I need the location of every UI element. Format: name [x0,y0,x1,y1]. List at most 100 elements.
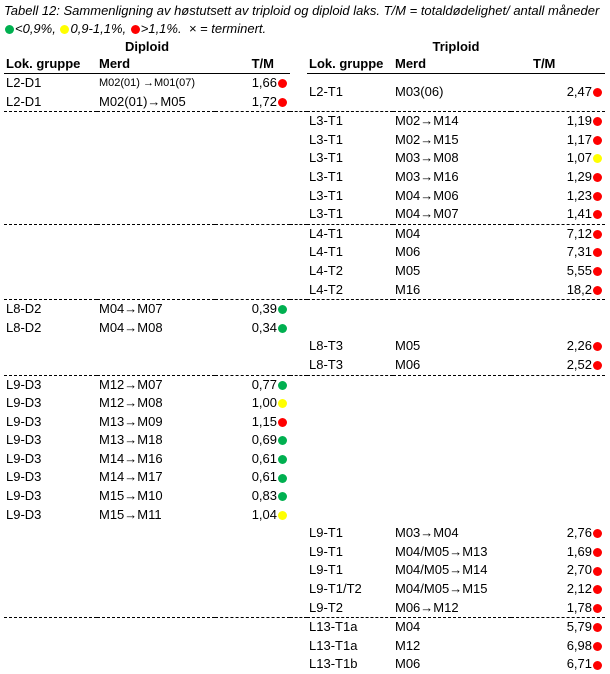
triploid-lok-cell: L8-T3 [309,356,343,372]
table-group-row: L8-D2 L8-D2 M04→M07 M04→M08 0,39 0,34 L8-T3 L8-… [4,299,605,375]
diploid-tm-value: 0,61 [251,469,277,485]
table-group-row: L3-T1 L3-T1 L3-T1 L3-T1 L3-T1 L3-T1 M02→M14 M02… [4,111,605,225]
triploid-merd-cell: M04/M05→M15 [395,581,488,597]
triploid-tm-cell: 5,55 [513,262,603,281]
diploid-lok-cell: L9-D3 [6,506,42,522]
red-dot-icon [593,210,602,220]
diploid-tm-value: 1,00 [251,395,277,411]
triploid-merd-cell: M03→M04 [395,525,459,541]
triploid-tm-value: 1,07 [566,150,592,166]
green-dot-icon [278,492,287,502]
red-dot-icon [593,603,602,613]
triploid-tm-value: 6,98 [566,637,592,653]
triploid-lok-cell: L3-T1 [309,150,343,166]
triploid-tm-value: 18,2 [566,281,592,297]
diploid-tm-value: 0,34 [251,319,277,335]
red-dot-icon [593,191,602,201]
diploid-lok-cell: L9-D3 [6,469,42,485]
triploid-merd-cell: M05 [395,338,421,354]
triploid-merd-cell: M03→M16 [395,168,459,184]
red-dot-icon [593,229,602,239]
green-dot-icon [278,380,287,390]
triploid-merd-cell: M02→M14 [395,113,459,129]
triploid-merd-cell: M04→M06 [395,187,459,203]
diploid-merd-cell: M15→M11 [99,506,162,522]
triploid-lok-header: Lok. gruppe [307,55,393,74]
red-dot-icon [593,248,602,258]
diploid-header: Diploid [124,39,170,54]
diploid-merd-cell: M04→M07 [99,301,163,317]
diploid-tm-cell: 1,66 [217,74,288,93]
diploid-lok-header: Lok. gruppe [4,55,97,74]
triploid-tm-value: 2,26 [566,338,592,354]
triploid-lok-cell: L4-T1 [309,225,343,241]
diploid-tm-value: 1,15 [251,413,277,429]
diploid-tm-cell: 0,61 [217,468,288,487]
triploid-lok-cell: L3-T1 [309,131,343,147]
diploid-lok-cell: L9-D3 [6,450,42,466]
diploid-merd-cell: M12→M08 [99,395,163,411]
diploid-lok-cell: L9-D3 [6,432,42,448]
triploid-merd-cell: M04→M07 [395,206,459,222]
triploid-merd-cell: M16 [395,281,421,297]
diploid-tm-header: T/M [215,55,290,74]
diploid-tm-value: 1,72 [251,93,277,109]
triploid-lok-cell: L8-T3 [309,338,343,354]
triploid-tm-value: 1,41 [566,206,592,222]
triploid-merd-cell: M04/M05→M13 [395,543,488,559]
triploid-tm-value: 1,78 [566,599,592,615]
table-header-row: Lok. gruppe Merd T/M Lok. gruppe Merd T/… [4,55,605,74]
diploid-lok-cell: L9-D3 [6,488,42,504]
triploid-lok-cell: L3-T1 [309,168,343,184]
triploid-merd-cell: M04/M05→M14 [395,562,488,578]
triploid-header: Triploid [432,39,480,54]
diploid-merd-cell: M13→M09 [99,413,163,429]
diploid-tm-cell: 1,72 [217,93,288,112]
diploid-tm-value: 0,69 [251,432,277,448]
triploid-merd-cell: M03(06) [395,84,444,100]
diploid-tm-cell: 0,69 [217,431,288,450]
triploid-tm-cell: 2,52 [513,356,603,375]
green-dot-icon [278,305,287,315]
diploid-lok-cell: L2-D1 [6,75,42,90]
triploid-tm-value: 7,31 [566,244,592,260]
caption-terminated-note: × = terminert. [181,21,267,36]
green-dot-icon [5,25,14,35]
diploid-merd-cell: M13→M18 [99,432,163,448]
triploid-tm-value: 1,19 [566,113,592,129]
triploid-lok-cell: L3-T1 [309,113,343,129]
triploid-tm-cell: 1,69 [513,543,603,562]
triploid-tm-value: 1,23 [566,187,592,203]
triploid-tm-value: 2,12 [566,581,592,597]
triploid-lok-cell: L4-T1 [309,244,343,260]
triploid-tm-cell: 18,2 [513,281,603,300]
diploid-lok-cell: L9-D3 [6,395,42,411]
diploid-tm-cell: 1,00 [217,394,288,413]
red-dot-icon [593,660,602,670]
triploid-tm-value: 2,52 [566,356,592,372]
triploid-tm-cell: 1,19 [513,112,603,131]
triploid-merd-cell: M12 [395,637,421,653]
yellow-dot-icon [278,510,287,520]
red-dot-icon [593,360,602,370]
triploid-merd-cell: M06 [395,356,421,372]
diploid-lok-cell: L9-D3 [6,376,42,392]
red-dot-icon [593,88,602,98]
triploid-lok-cell: L9-T2 [309,599,343,615]
triploid-tm-value: 5,79 [566,619,592,635]
diploid-lok-cell: L8-D2 [6,319,42,335]
diploid-lok-cell: L8-D2 [6,301,42,317]
diploid-merd-cell: M15→M10 [99,488,163,504]
red-dot-icon [130,25,140,35]
red-dot-icon [593,529,602,539]
diploid-tm-cell: 1,15 [217,413,288,432]
diploid-tm-value: 1,04 [251,506,277,522]
triploid-tm-value: 6,71 [566,656,592,672]
table-group-row: L4-T1 L4-T1 L4-T2 L4-T2 M04 M06 M05 M16 7,12 7,31… [4,223,605,300]
red-dot-icon [278,417,287,427]
triploid-tm-cell: 2,26 [513,337,603,356]
diploid-merd-cell: M04→M08 [99,319,163,335]
triploid-lok-cell: L2-T1 [309,84,343,100]
triploid-lok-cell: L4-T2 [309,281,343,297]
triploid-lok-cell: L3-T1 [309,187,343,203]
